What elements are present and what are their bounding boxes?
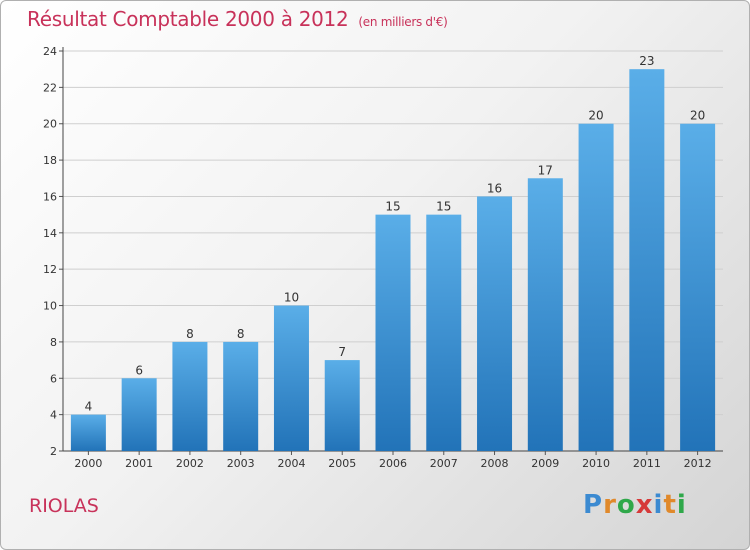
data-label: 8	[186, 327, 194, 341]
bar	[121, 378, 157, 451]
bar	[629, 69, 665, 451]
x-tick-label: 2002	[176, 457, 204, 470]
logo-letter: o	[616, 490, 636, 520]
data-label: 7	[338, 345, 346, 359]
data-label: 4	[85, 400, 93, 414]
y-tick-label: 2	[50, 445, 57, 458]
logo-letter: x	[635, 490, 654, 520]
x-tick-label: 2005	[328, 457, 356, 470]
bar	[223, 341, 259, 451]
x-tick-label: 2007	[430, 457, 458, 470]
x-tick-label: 2000	[74, 457, 102, 470]
bar	[324, 360, 360, 451]
x-tick-label: 2003	[227, 457, 255, 470]
bar	[527, 178, 563, 452]
proxiti-logo: Proxiti	[583, 490, 687, 520]
y-tick-label: 22	[43, 81, 57, 94]
bar	[477, 196, 513, 451]
bar	[70, 414, 106, 451]
x-tick-label: 2011	[633, 457, 661, 470]
x-tick-label: 2010	[582, 457, 610, 470]
logo-letter: t	[663, 490, 677, 520]
chart-title: Résultat Comptable 2000 à 2012 (en millie…	[27, 7, 448, 31]
bar	[680, 123, 716, 452]
y-tick-label: 4	[50, 409, 57, 422]
x-tick-label: 2008	[481, 457, 509, 470]
y-tick-label: 18	[43, 154, 57, 167]
data-label: 17	[538, 163, 553, 177]
data-label: 10	[284, 291, 299, 305]
logo-letter: i	[676, 490, 687, 520]
y-tick-label: 16	[43, 190, 57, 203]
data-label: 23	[639, 54, 654, 68]
bar	[172, 341, 208, 451]
bar	[426, 214, 462, 451]
y-tick-label: 8	[50, 336, 57, 349]
x-tick-label: 2006	[379, 457, 407, 470]
y-tick-label: 12	[43, 263, 57, 276]
logo-letter: i	[653, 490, 664, 520]
data-label: 8	[237, 327, 245, 341]
y-tick-label: 10	[43, 300, 57, 313]
data-label: 15	[436, 200, 451, 214]
data-label: 15	[385, 200, 400, 214]
chart-subtitle: (en milliers d'€)	[358, 15, 448, 29]
bar	[375, 214, 411, 451]
data-label: 6	[135, 363, 143, 377]
y-tick-label: 24	[43, 45, 57, 58]
y-tick-label: 20	[43, 118, 57, 131]
x-tick-label: 2001	[125, 457, 153, 470]
data-label: 16	[487, 181, 502, 195]
data-label: 20	[690, 109, 705, 123]
bar	[578, 123, 614, 452]
y-tick-label: 6	[50, 372, 57, 385]
data-label: 20	[588, 109, 603, 123]
y-tick-label: 14	[43, 227, 57, 240]
logo-letter: P	[583, 490, 604, 520]
logo-letter: r	[603, 490, 617, 520]
x-tick-label: 2009	[531, 457, 559, 470]
x-tick-label: 2004	[277, 457, 305, 470]
bar	[273, 305, 309, 451]
place-name: RIOLAS	[29, 495, 99, 517]
x-tick-label: 2012	[684, 457, 712, 470]
